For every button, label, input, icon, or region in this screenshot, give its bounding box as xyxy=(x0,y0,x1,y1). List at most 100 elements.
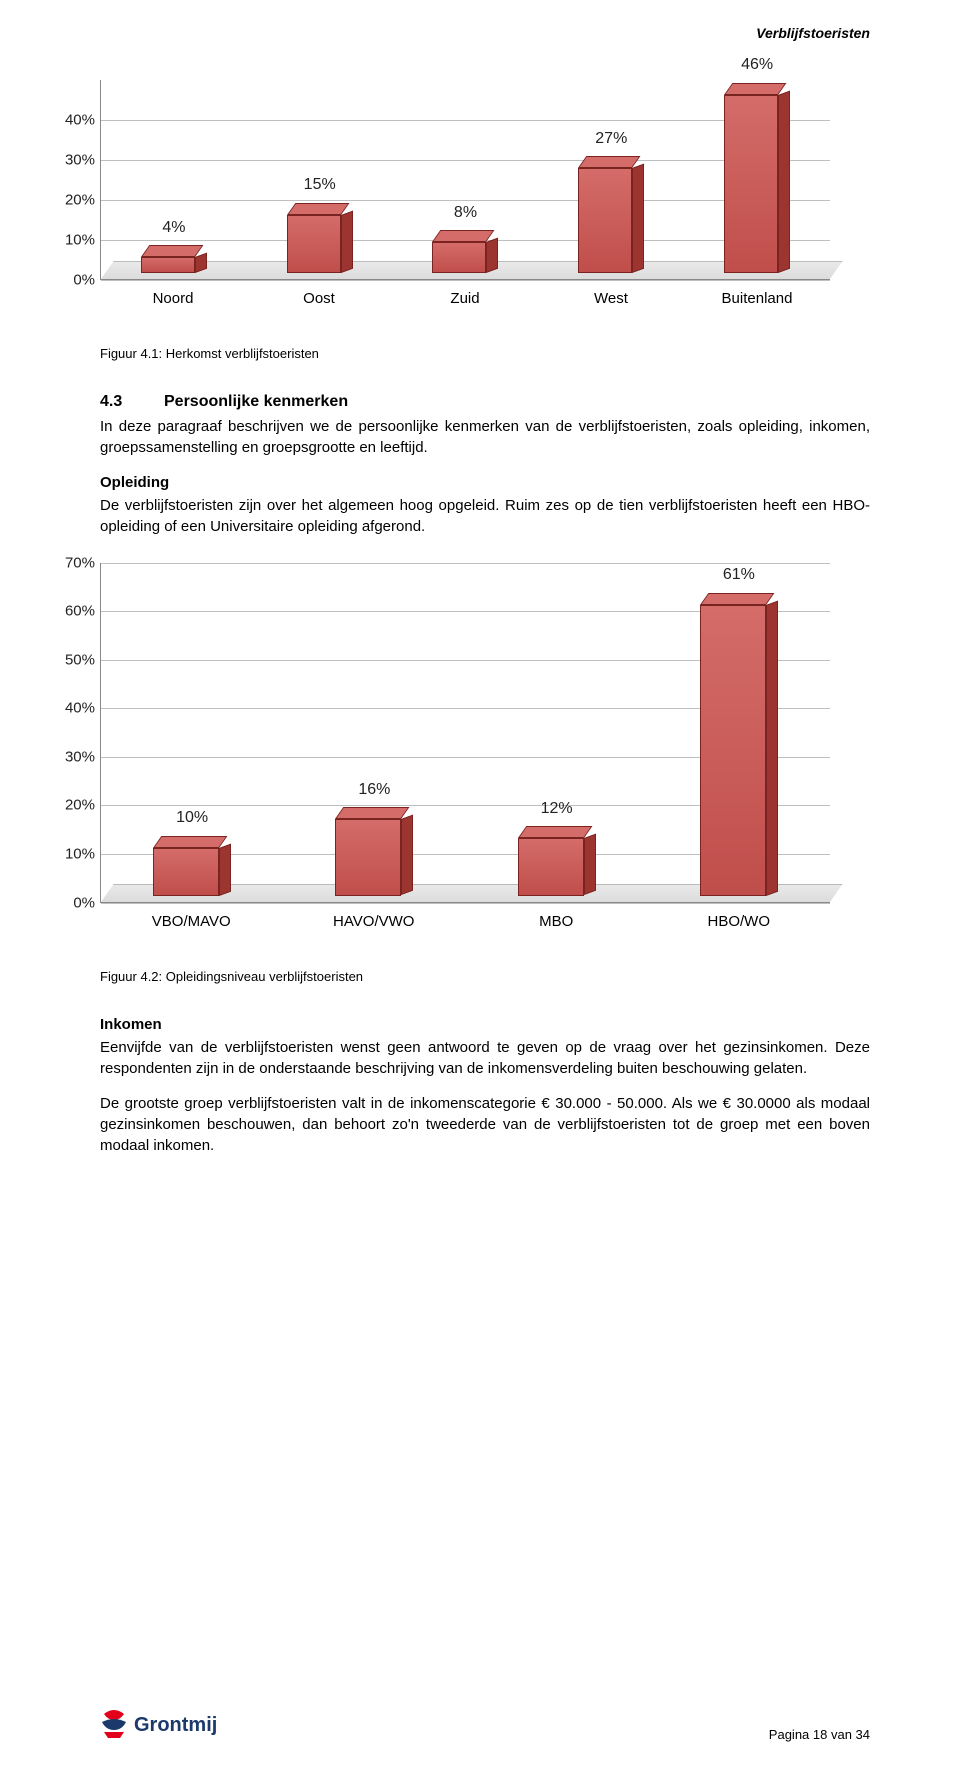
section-number: 4.3 xyxy=(100,391,164,413)
bar xyxy=(518,826,596,895)
page-footer: Grontmij Pagina 18 van 34 xyxy=(100,1710,870,1740)
ytick-label: 0% xyxy=(51,270,95,291)
chart2-caption: Figuur 4.2: Opleidingsniveau verblijfsto… xyxy=(100,968,870,986)
bar-column: 15% xyxy=(247,80,393,273)
opleiding-body: De verblijfstoeristen zijn over het alge… xyxy=(100,495,870,537)
chart1-xlabels: NoordOostZuidWestBuitenland xyxy=(100,284,830,309)
bar-column: 8% xyxy=(393,80,539,273)
bar-top xyxy=(287,203,349,215)
ytick-label: 20% xyxy=(51,795,95,816)
bar-front xyxy=(141,257,195,273)
chart1: 0%10%20%30%40%4%15%8%27%46% NoordOostZui… xyxy=(100,80,830,309)
bar-column: 16% xyxy=(283,563,465,896)
gridline xyxy=(101,280,830,281)
bar-top xyxy=(335,807,409,819)
bar xyxy=(153,836,231,896)
bar-value-label: 4% xyxy=(162,217,185,239)
bar-value-label: 15% xyxy=(304,174,336,196)
xtick-label: West xyxy=(538,284,684,309)
bar-front xyxy=(724,95,778,273)
bar-side xyxy=(632,164,644,273)
bar xyxy=(141,245,207,273)
bar xyxy=(335,807,413,895)
ytick-label: 10% xyxy=(51,230,95,251)
xtick-label: Noord xyxy=(100,284,246,309)
bar-side xyxy=(766,600,778,895)
inkomen-p1: Eenvijfde van de verblijfstoeristen wens… xyxy=(100,1037,870,1079)
bar-top xyxy=(153,836,227,848)
opleiding-heading: Opleiding xyxy=(100,472,870,493)
chart1-caption: Figuur 4.1: Herkomst verblijfstoeristen xyxy=(100,345,870,363)
page-header-label: Verblijfstoeristen xyxy=(756,24,870,44)
chart-herkomst: 0%10%20%30%40%4%15%8%27%46% NoordOostZui… xyxy=(100,80,870,309)
brand-text: Grontmij xyxy=(134,1711,217,1739)
section-title: Persoonlijke kenmerken xyxy=(164,391,348,413)
bar-front xyxy=(335,819,401,895)
xtick-label: Oost xyxy=(246,284,392,309)
section-heading: 4.3 Persoonlijke kenmerken xyxy=(100,391,870,413)
chart2: 0%10%20%30%40%50%60%70%10%16%12%61% VBO/… xyxy=(100,563,830,932)
xtick-label: HAVO/VWO xyxy=(283,907,466,932)
page-number: Pagina 18 van 34 xyxy=(769,1726,870,1744)
bars: 10% 16% 12% 61% xyxy=(101,563,830,902)
bar-value-label: 46% xyxy=(741,54,773,76)
bar-side xyxy=(219,844,231,896)
bar-top xyxy=(578,156,640,168)
bar-value-label: 27% xyxy=(595,128,627,150)
bar-side xyxy=(195,253,207,273)
bar-top xyxy=(518,826,592,838)
inkomen-heading: Inkomen xyxy=(100,1014,870,1035)
bar-value-label: 16% xyxy=(358,779,390,801)
section-body: In deze paragraaf beschrijven we de pers… xyxy=(100,416,870,458)
chart2-xlabels: VBO/MAVOHAVO/VWOMBOHBO/WO xyxy=(100,907,830,932)
bar-column: 61% xyxy=(648,563,830,896)
bars: 4% 15% 8% 27% 46% xyxy=(101,80,830,279)
bar xyxy=(700,593,778,896)
bar-side xyxy=(486,238,498,273)
xtick-label: HBO/WO xyxy=(648,907,831,932)
bar-top xyxy=(724,83,786,95)
brand-logo: Grontmij xyxy=(100,1710,870,1740)
ytick-label: 0% xyxy=(51,892,95,913)
bar-value-label: 12% xyxy=(541,798,573,820)
bar xyxy=(432,230,498,273)
xtick-label: Zuid xyxy=(392,284,538,309)
bar-column: 46% xyxy=(684,80,830,273)
bar-value-label: 10% xyxy=(176,807,208,829)
ytick-label: 10% xyxy=(51,844,95,865)
bar-column: 12% xyxy=(466,563,648,896)
bar-column: 10% xyxy=(101,563,283,896)
bar-top xyxy=(432,230,494,242)
bar xyxy=(578,156,644,273)
bar-side xyxy=(584,834,596,896)
bar-front xyxy=(432,242,486,273)
chart1-plot: 0%10%20%30%40%4%15%8%27%46% xyxy=(100,80,830,280)
bar-value-label: 61% xyxy=(723,564,755,586)
bar-value-label: 8% xyxy=(454,202,477,224)
bar-side xyxy=(401,815,413,896)
ytick-label: 20% xyxy=(51,190,95,211)
bar-top xyxy=(700,593,774,605)
gridline xyxy=(101,903,830,904)
bar xyxy=(287,203,353,273)
xtick-label: Buitenland xyxy=(684,284,830,309)
ytick-label: 30% xyxy=(51,150,95,171)
xtick-label: MBO xyxy=(465,907,648,932)
bar-front xyxy=(153,848,219,896)
xtick-label: VBO/MAVO xyxy=(100,907,283,932)
grontmij-logo-icon xyxy=(100,1710,128,1740)
ytick-label: 70% xyxy=(51,552,95,573)
ytick-label: 30% xyxy=(51,746,95,767)
ytick-label: 40% xyxy=(51,110,95,131)
bar-side xyxy=(778,90,790,273)
chart-opleiding: 0%10%20%30%40%50%60%70%10%16%12%61% VBO/… xyxy=(100,563,870,932)
chart2-plot: 0%10%20%30%40%50%60%70%10%16%12%61% xyxy=(100,563,830,903)
ytick-label: 50% xyxy=(51,649,95,670)
inkomen-p2: De grootste groep verblijfstoeristen val… xyxy=(100,1093,870,1156)
bar-front xyxy=(578,168,632,273)
bar-side xyxy=(341,210,353,273)
bar-front xyxy=(518,838,584,895)
bar-front xyxy=(700,605,766,896)
ytick-label: 40% xyxy=(51,698,95,719)
bar-top xyxy=(141,245,203,257)
